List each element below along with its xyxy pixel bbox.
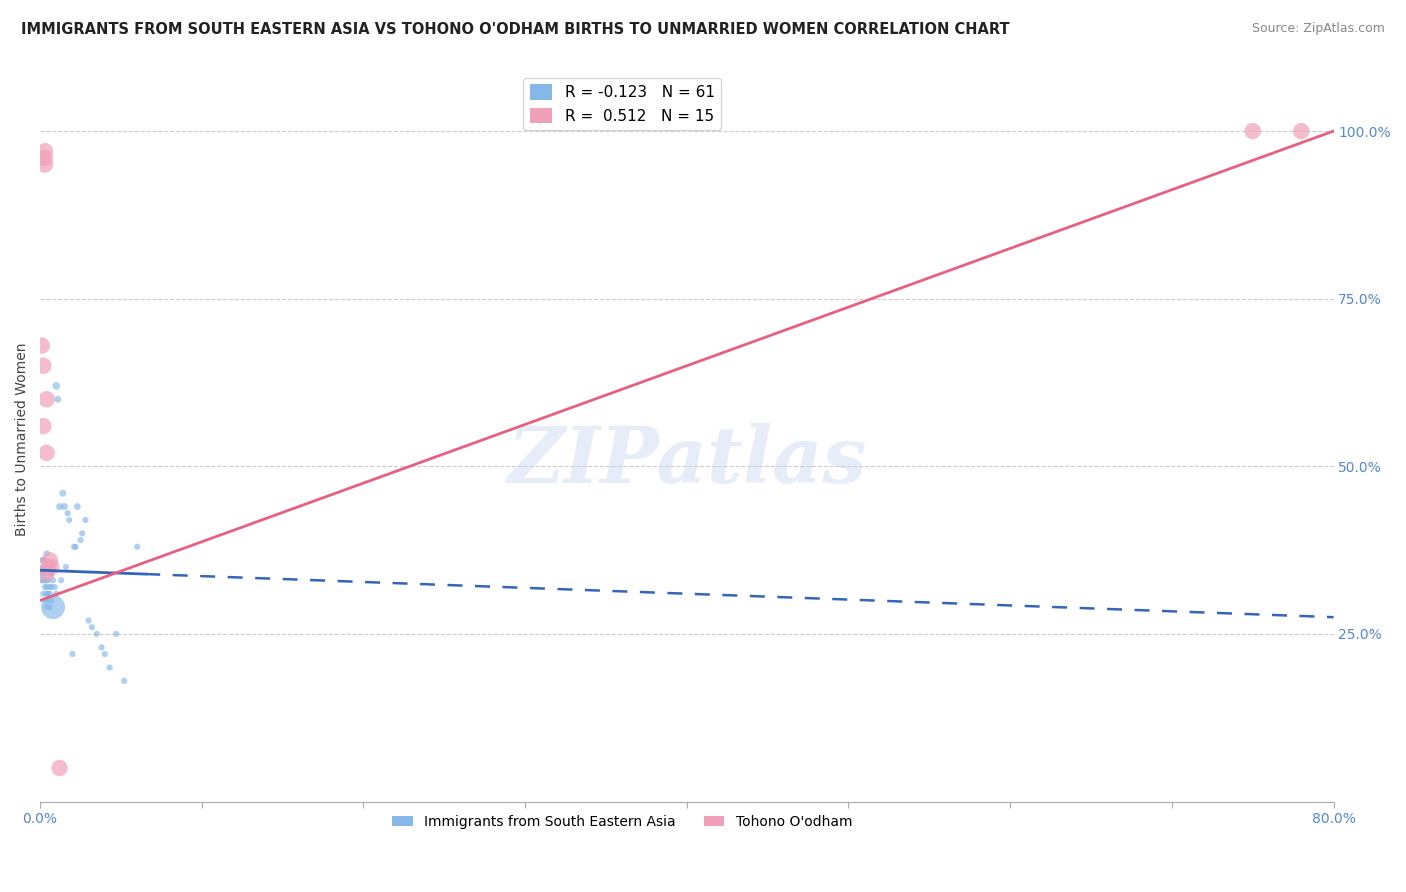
Point <box>32 587 55 601</box>
Point <box>34 560 56 574</box>
Point <box>65 540 87 554</box>
Point <box>38 560 60 574</box>
Point <box>42 574 65 588</box>
Point <box>41 580 63 594</box>
Y-axis label: Births to Unmarried Women: Births to Unmarried Women <box>15 343 30 536</box>
Point <box>98 660 121 674</box>
Point <box>37 560 59 574</box>
Point <box>34 158 56 172</box>
Point <box>34 574 56 588</box>
Point <box>35 560 58 574</box>
Legend: Immigrants from South Eastern Asia, Tohono O'odham: Immigrants from South Eastern Asia, Toho… <box>387 809 858 834</box>
Point <box>66 500 89 514</box>
Point <box>34 144 56 158</box>
Point <box>94 647 117 661</box>
Point <box>34 151 56 165</box>
Point <box>48 761 70 775</box>
Point <box>70 526 93 541</box>
Point <box>62 647 84 661</box>
Point <box>35 600 58 615</box>
Point <box>55 560 77 574</box>
Point <box>56 506 79 520</box>
Point <box>52 486 75 500</box>
Point <box>34 566 56 581</box>
Point <box>32 574 55 588</box>
Point <box>63 540 86 554</box>
Point <box>38 566 60 581</box>
Point <box>44 580 66 594</box>
Point <box>34 553 56 567</box>
Point <box>32 560 55 574</box>
Text: ZIPatlas: ZIPatlas <box>508 423 866 500</box>
Point <box>35 547 58 561</box>
Point <box>35 587 58 601</box>
Point <box>48 500 70 514</box>
Point <box>35 566 58 581</box>
Point <box>38 587 60 601</box>
Point <box>77 614 100 628</box>
Point <box>80 620 103 634</box>
Point <box>37 593 59 607</box>
Point <box>53 500 76 514</box>
Point <box>38 600 60 615</box>
Point <box>75 513 97 527</box>
Point <box>34 580 56 594</box>
Text: IMMIGRANTS FROM SOUTH EASTERN ASIA VS TOHONO O'ODHAM BIRTHS TO UNMARRIED WOMEN C: IMMIGRANTS FROM SOUTH EASTERN ASIA VS TO… <box>21 22 1010 37</box>
Point <box>69 533 91 547</box>
Point <box>35 446 58 460</box>
Point <box>1289 124 1312 138</box>
Point <box>37 587 59 601</box>
Point <box>46 392 69 407</box>
Point <box>45 587 67 601</box>
Point <box>35 574 58 588</box>
Point <box>31 574 53 588</box>
Point <box>37 574 59 588</box>
Point <box>127 540 149 554</box>
Point <box>112 673 135 688</box>
Point <box>37 560 59 574</box>
Point <box>1241 124 1264 138</box>
Point <box>35 392 58 407</box>
Point <box>31 338 53 352</box>
Point <box>32 553 55 567</box>
Text: Source: ZipAtlas.com: Source: ZipAtlas.com <box>1251 22 1385 36</box>
Point <box>45 379 67 393</box>
Point <box>41 593 63 607</box>
Point <box>32 419 55 434</box>
Point <box>42 600 65 615</box>
Point <box>38 553 60 567</box>
Point <box>32 359 55 373</box>
Point <box>32 566 55 581</box>
Point <box>90 640 112 655</box>
Point <box>31 566 53 581</box>
Point <box>34 593 56 607</box>
Point <box>38 580 60 594</box>
Point <box>41 566 63 581</box>
Point <box>35 580 58 594</box>
Point <box>86 627 108 641</box>
Point <box>49 574 72 588</box>
Point <box>41 560 63 574</box>
Point <box>105 627 128 641</box>
Point <box>58 513 80 527</box>
Point <box>31 553 53 567</box>
